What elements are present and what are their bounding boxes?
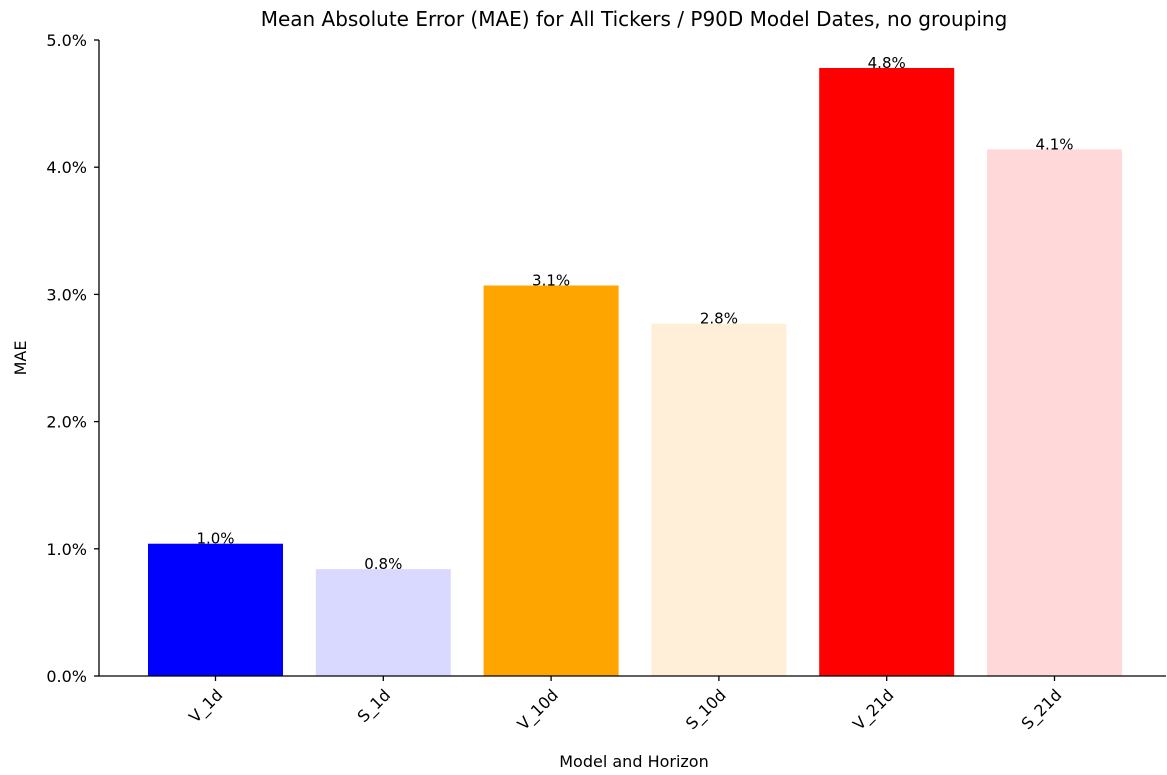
bar-v-10d [483,285,619,676]
y-tick-label: 0.0% [46,667,87,686]
y-tick-label: 5.0% [46,31,87,50]
x-axis-ticks: V_1d S_1d V_10d S_10d V_21d S_21d [185,676,1066,735]
bar-value-label: 1.0% [196,530,234,548]
x-tick-label: S_21d [1017,685,1066,734]
x-axis-label: Model and Horizon [559,752,708,771]
x-tick-label: V_21d [849,685,898,734]
bar-v-21d [819,67,955,676]
y-axis-ticks: 0.0% 1.0% 2.0% 3.0% 4.0% 5.0% [46,31,99,686]
bars [148,67,1122,677]
y-tick-label: 3.0% [46,285,87,304]
chart-title: Mean Absolute Error (MAE) for All Ticker… [261,7,1008,31]
bar-value-label: 0.8% [364,555,402,573]
y-tick-label: 1.0% [46,540,87,559]
bar-value-label: 2.8% [700,310,738,328]
bar-value-label: 3.1% [532,271,570,289]
bar-s-21d [987,149,1122,677]
bar-v-1d [148,543,283,676]
y-tick-label: 4.0% [46,158,87,177]
x-tick-label: S_10d [682,685,731,734]
x-tick-label: S_1d [353,685,394,726]
bar-data-labels: 1.0% 0.8% 3.1% 2.8% 4.8% 4.1% [196,54,1073,573]
bar-s-10d [651,323,787,676]
y-axis-label: MAE [11,341,30,376]
bar-value-label: 4.8% [868,54,906,72]
bar-value-label: 4.1% [1035,135,1073,153]
bar-s-1d [315,569,451,676]
x-tick-label: V_10d [514,685,563,734]
y-tick-label: 2.0% [46,413,87,432]
x-tick-label: V_1d [185,685,227,727]
